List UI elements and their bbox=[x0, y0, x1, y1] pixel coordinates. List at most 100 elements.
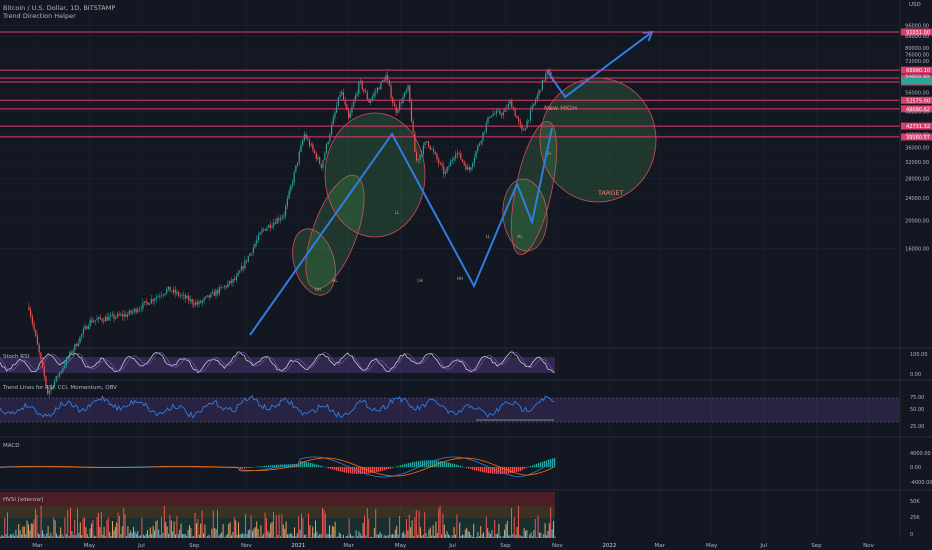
level-price-label: 42731.32 bbox=[906, 124, 930, 130]
hvsi-volume-bar bbox=[133, 526, 134, 538]
macd-histogram-bar bbox=[544, 460, 546, 468]
hvsi-volume-bar bbox=[438, 508, 440, 538]
candle-body bbox=[203, 298, 205, 301]
candle-body bbox=[128, 310, 130, 315]
hvsi-volume-bar bbox=[85, 527, 87, 538]
candle-body bbox=[404, 92, 406, 98]
candle-body bbox=[79, 336, 81, 344]
hvsi-volume-bar bbox=[247, 530, 249, 538]
candle-body bbox=[58, 372, 61, 377]
hvsi-volume-bar bbox=[285, 521, 287, 538]
macd-histogram-bar bbox=[360, 467, 362, 474]
pivot-label: HH bbox=[457, 276, 463, 281]
macd-histogram-bar bbox=[424, 460, 426, 468]
macd-histogram-bar bbox=[480, 467, 482, 472]
candle-body bbox=[276, 218, 278, 224]
macd-histogram-bar bbox=[240, 467, 242, 469]
hvsi-volume-bar bbox=[281, 514, 283, 538]
projection-line bbox=[546, 31, 653, 99]
candle-body bbox=[75, 344, 78, 347]
candle-body bbox=[312, 144, 314, 150]
hvsi-volume-bar bbox=[278, 514, 280, 538]
candle-body bbox=[38, 344, 40, 353]
candle-body bbox=[164, 293, 166, 295]
macd-histogram-bar bbox=[538, 463, 540, 468]
hvsi-volume-bar bbox=[289, 533, 291, 538]
macd-histogram-bar bbox=[354, 467, 356, 474]
candle-body bbox=[143, 301, 146, 303]
time-axis-label: 2021 bbox=[291, 543, 305, 549]
candle-body bbox=[271, 226, 273, 228]
macd-histogram-bar bbox=[500, 467, 502, 474]
macd-histogram-bar bbox=[416, 461, 418, 468]
candle-body bbox=[465, 164, 467, 170]
macd-histogram-bar bbox=[418, 461, 420, 468]
indicator-title[interactable]: Trend Direction Helper bbox=[2, 12, 76, 20]
hvsi-volume-bar bbox=[35, 508, 36, 538]
rsi-axis-tick: 0.00 bbox=[910, 372, 921, 378]
candle-body bbox=[222, 287, 224, 288]
hvsi-volume-bar bbox=[102, 534, 104, 538]
macd-histogram-bar bbox=[554, 457, 556, 468]
candle-body bbox=[55, 375, 57, 382]
hvsi-axis-tick: 25K bbox=[910, 515, 920, 521]
hvsi-volume-bar bbox=[520, 536, 522, 538]
price-axis-tick: 28000.00 bbox=[905, 177, 929, 183]
time-axis-label: Nov bbox=[552, 543, 563, 549]
candle-body bbox=[196, 302, 198, 305]
macd-histogram-bar bbox=[446, 462, 448, 468]
macd-histogram-bar bbox=[532, 465, 534, 468]
candle-body bbox=[193, 303, 195, 305]
hvsi-volume-bar bbox=[464, 529, 466, 538]
macd-histogram-bar bbox=[378, 467, 380, 472]
candle-body bbox=[256, 240, 258, 244]
macd-histogram-bar bbox=[372, 467, 374, 473]
hvsi-volume-bar bbox=[161, 516, 162, 538]
candle-body bbox=[516, 115, 518, 119]
candle-body bbox=[261, 229, 263, 233]
hvsi-band-high bbox=[0, 492, 555, 506]
hvsi-volume-bar bbox=[425, 533, 427, 538]
macd-histogram-bar bbox=[312, 463, 314, 468]
candle-body bbox=[548, 69, 550, 72]
hvsi-volume-bar bbox=[442, 513, 444, 538]
macd-histogram-bar bbox=[546, 460, 548, 468]
symbol-title[interactable]: Bitcoin / U.S. Dollar, 1D, BITSTAMP bbox=[3, 4, 115, 12]
hvsi-volume-bar bbox=[203, 533, 204, 538]
macd-histogram-bar bbox=[478, 467, 480, 472]
candle-body bbox=[278, 218, 280, 221]
hvsi-volume-bar bbox=[477, 532, 479, 538]
candle-body bbox=[31, 316, 33, 324]
hvsi-volume-bar bbox=[379, 531, 381, 538]
price-axis-tick: 36000.00 bbox=[905, 145, 929, 151]
candle-body bbox=[232, 279, 234, 283]
hvsi-volume-bar bbox=[18, 524, 20, 538]
candle-body bbox=[497, 110, 499, 112]
macd-histogram-bar bbox=[498, 467, 500, 474]
candle-body bbox=[364, 91, 367, 93]
hvsi-volume-bar bbox=[397, 534, 399, 538]
candle-body bbox=[480, 140, 482, 144]
macd-histogram-bar bbox=[370, 467, 372, 474]
hvsi-volume-bar bbox=[138, 535, 140, 538]
hvsi-volume-bar bbox=[459, 522, 461, 538]
hvsi-volume-bar bbox=[99, 527, 101, 538]
hvsi-volume-bar bbox=[506, 520, 508, 538]
macd-signal-line bbox=[0, 457, 555, 477]
hvsi-volume-bar bbox=[75, 534, 77, 538]
candle-body bbox=[106, 317, 108, 321]
hvsi-volume-bar bbox=[406, 518, 407, 538]
hvsi-volume-bar bbox=[37, 533, 39, 538]
macd-histogram-bar bbox=[442, 461, 444, 468]
hvsi-volume-bar bbox=[219, 533, 221, 538]
hvsi-volume-bar bbox=[239, 534, 241, 538]
hvsi-volume-bar bbox=[82, 517, 84, 538]
candle-body bbox=[118, 313, 120, 316]
hvsi-volume-bar bbox=[187, 529, 189, 538]
hvsi-volume-bar bbox=[295, 536, 297, 538]
hvsi-volume-bar bbox=[536, 537, 538, 538]
hvsi-volume-bar bbox=[242, 533, 244, 538]
hvsi-volume-bar bbox=[257, 528, 259, 538]
macd-histogram-bar bbox=[242, 467, 244, 469]
